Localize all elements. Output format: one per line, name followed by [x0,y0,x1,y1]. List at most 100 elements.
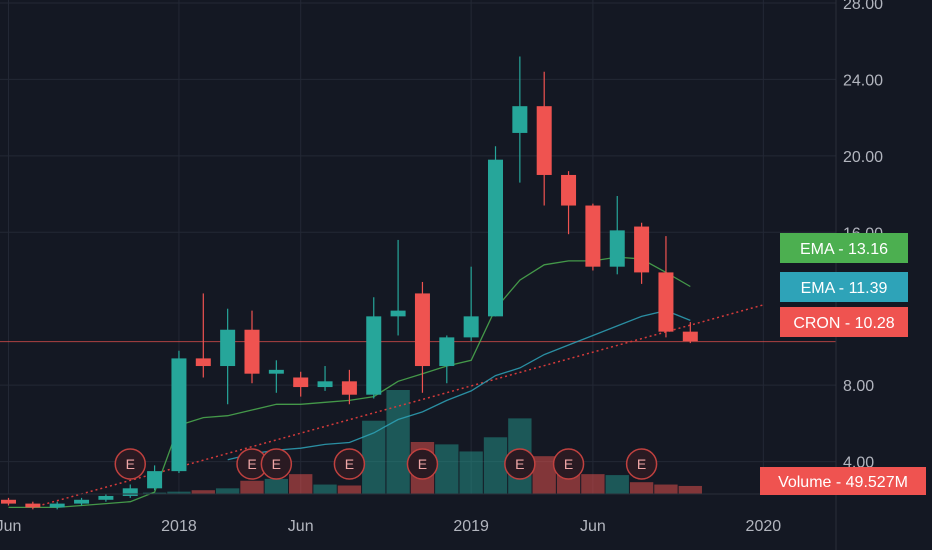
volume-tag-text: Volume - 49.527M [778,474,908,491]
ema-fast-tag-text: EMA - 13.16 [800,241,888,258]
candle-body [1,499,16,504]
candle-body [220,329,236,367]
candle [244,310,260,384]
earnings-marker-label: E [247,456,256,472]
candle-body [609,230,625,267]
volume-bar [313,484,337,494]
candle-body [585,205,601,267]
earnings-marker: E [504,448,536,480]
candle [512,56,528,183]
candle-body [488,159,503,317]
volume-bar [532,456,556,494]
candle-body [147,471,163,489]
earnings-marker: E [114,448,146,480]
candle-body [439,337,455,367]
volume-bar [435,444,459,494]
candle-body [463,316,479,338]
price-tick-label: 24.00 [843,72,883,89]
time-tick-label: Jun [288,518,314,535]
candle-body [98,495,114,500]
candle-body [682,331,698,342]
earnings-marker-label: E [515,456,524,472]
candle-body [512,106,528,133]
candle [658,236,674,338]
candle [585,203,601,271]
candle [634,222,650,284]
volume-bar [483,437,508,494]
candle-body [634,226,650,273]
earnings-marker-circle [625,448,658,480]
candle [147,465,163,491]
volume-bar [289,474,313,494]
earnings-marker-circle [260,448,293,480]
candle-body [366,316,382,395]
time-tick-label: Jun [0,518,21,535]
candle-body [25,503,41,508]
volume-tag: Volume - 49.527M [760,467,926,495]
time-tick-label: Jun [580,518,606,535]
candle [682,322,698,344]
earnings-marker-label: E [637,456,646,472]
price-tag: CRON - 10.28 [780,307,908,337]
earnings-marker-label: E [272,456,281,472]
volume-bar [215,488,240,494]
candle-body [293,377,309,388]
candle [268,360,284,393]
earnings-marker-circle [552,448,585,480]
time-tick-label: 2019 [453,518,489,535]
candle [609,195,625,275]
candle [195,293,211,378]
candle [25,501,41,510]
earnings-marker-circle [333,448,366,480]
candle-body [74,499,90,504]
candle-body [561,174,577,206]
candle-body [414,293,430,367]
volume-bar [605,475,629,494]
earnings-marker-label: E [418,456,427,472]
candle-body [658,272,674,332]
candle-body [317,381,333,388]
candle [463,266,479,342]
ema-slow-tag-text: EMA - 11.39 [801,280,888,297]
candle-body [244,329,260,374]
volume-bar [191,490,215,494]
earnings-marker: E [260,448,293,480]
price-pane [0,56,836,510]
time-tick-label: 2018 [161,518,197,535]
earnings-marker: E [625,448,658,480]
candle [390,239,406,336]
earnings-marker-label: E [564,456,573,472]
ema-slow-tag-bg [780,272,908,302]
volume-bar [678,485,702,494]
volume-bar [629,482,654,494]
ema-fast-tag-bg [780,233,908,263]
candle-body [195,358,211,367]
candle-body [341,381,357,395]
candle [1,497,16,506]
candle [220,308,236,405]
volume-bar [240,480,264,494]
candle [414,281,430,393]
volume-bar [581,474,605,494]
volume-bar [386,390,410,494]
time-axis[interactable]: Jun 2018 Jun 2019 Jun 2020 [0,518,781,535]
ema-fast-tag: EMA - 13.16 [780,233,908,263]
volume-tag-bg [760,467,926,495]
candle [536,71,552,206]
candle-body [171,358,187,472]
price-tick-label: 28.00 [843,0,883,13]
candle [488,146,503,317]
earnings-marker-label: E [126,456,135,472]
candle [171,350,187,474]
candle [439,335,455,384]
price-tick-label: 8.00 [843,378,874,395]
ema-slow-line [227,309,691,461]
ema-slow-tag: EMA - 11.39 [780,272,908,302]
volume-bar [264,478,289,494]
earnings-marker: E [333,448,366,480]
price-tag-text: CRON - 10.28 [793,315,894,332]
price-tag-bg [780,307,908,337]
